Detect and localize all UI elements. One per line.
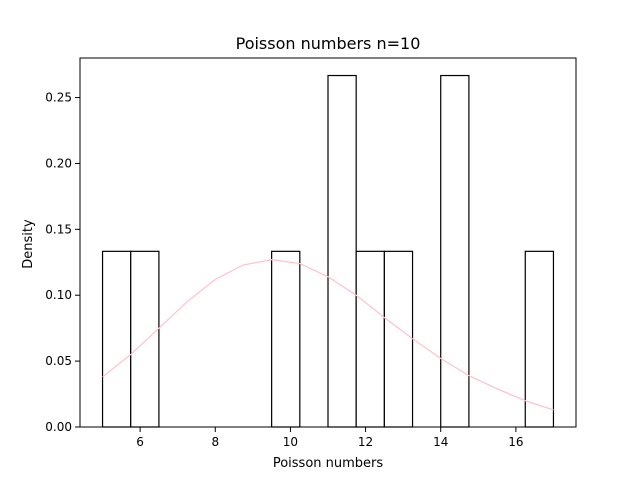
chart-title: Poisson numbers n=10 bbox=[236, 34, 421, 53]
x-tick-label: 16 bbox=[508, 435, 523, 449]
histogram-bar bbox=[130, 250, 160, 428]
histogram-bar bbox=[101, 250, 132, 428]
y-axis: 0.00 0.05 0.10 0.15 0.20 0.25 bbox=[45, 91, 80, 434]
x-tick-label: 10 bbox=[283, 435, 298, 449]
histogram-bar bbox=[327, 74, 357, 428]
x-tick-label: 12 bbox=[358, 435, 373, 449]
x-axis-label: Poisson numbers bbox=[273, 456, 384, 471]
x-tick-label: 8 bbox=[211, 435, 219, 449]
y-tick-label: 0.10 bbox=[45, 288, 72, 302]
histogram-bar bbox=[440, 74, 470, 428]
bars-layer bbox=[101, 74, 555, 428]
histogram-bar bbox=[524, 250, 555, 428]
y-tick-label: 0.20 bbox=[45, 156, 72, 170]
x-tick-label: 14 bbox=[433, 435, 448, 449]
y-tick-label: 0.05 bbox=[45, 354, 72, 368]
histogram-bar bbox=[355, 250, 385, 428]
density-curve bbox=[102, 259, 554, 411]
density-curve-layer bbox=[102, 259, 554, 411]
y-tick-label: 0.15 bbox=[45, 222, 72, 236]
y-tick-label: 0.25 bbox=[45, 91, 72, 105]
x-tick-label: 6 bbox=[136, 435, 144, 449]
y-axis-label: Density bbox=[21, 219, 36, 269]
y-tick-label: 0.00 bbox=[45, 420, 72, 434]
histogram-bar bbox=[271, 250, 301, 428]
histogram-bar bbox=[383, 250, 414, 428]
x-axis: 6 8 10 12 14 16 bbox=[136, 427, 524, 449]
plot-area-frame bbox=[79, 57, 577, 428]
